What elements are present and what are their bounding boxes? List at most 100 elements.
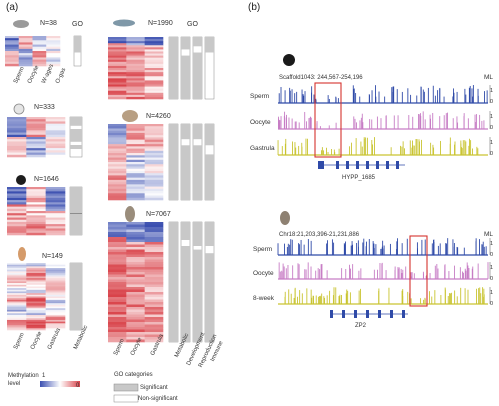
heatmap-human-cell xyxy=(126,252,145,255)
heatmap-urchin-cell xyxy=(45,213,66,216)
heatmap-coral-cell xyxy=(45,296,66,299)
heatmap-coral-cell xyxy=(7,318,27,321)
gene-model-top-exon xyxy=(356,161,359,169)
heatmap-coral-cell xyxy=(7,269,27,272)
heatmap-fly-cell xyxy=(46,36,61,39)
tick-top-0c: 0 xyxy=(490,151,494,157)
heatmap-oyster-cell xyxy=(144,139,164,143)
heatmap-oyster-cell xyxy=(108,186,127,190)
heatmap-oyster-cell xyxy=(108,153,127,156)
heatmap-oyster-cell xyxy=(108,195,127,199)
heatmap-oyster-cell xyxy=(126,184,145,187)
heatmap-fish-cell xyxy=(126,55,145,58)
heatmap-human-cell xyxy=(144,337,164,340)
heatmap-fly-cell xyxy=(32,55,47,58)
heatmap-coral-cell xyxy=(7,303,27,306)
heatmap-coral-cell xyxy=(45,299,66,302)
heatmap-urchin-cell xyxy=(7,195,27,199)
heatmap-oyster-cell xyxy=(108,137,127,140)
heatmap-fly-cell xyxy=(32,53,47,56)
heatmap-fish-cell xyxy=(126,82,145,85)
go-oyster-3-band xyxy=(193,124,202,140)
heatmap-bird-cell xyxy=(26,150,46,153)
heatmap-human-cell xyxy=(126,272,145,275)
go-coral-band xyxy=(70,263,82,330)
n-label-urchin: N=1646 xyxy=(34,176,59,183)
go-oyster-1-band xyxy=(169,124,178,200)
heatmap-fish-cell xyxy=(144,80,164,83)
heatmap-urchin-cell xyxy=(7,200,27,203)
heatmap-fly-cell xyxy=(46,40,61,43)
heatmap-bird-cell xyxy=(7,117,27,120)
heatmap-bird-cell xyxy=(45,148,66,151)
heatmap-urchin-cell xyxy=(7,187,27,190)
heatmap-oyster-cell xyxy=(126,124,145,127)
go-fish-3-band xyxy=(193,37,202,47)
legend-significant: Significant xyxy=(140,385,168,391)
heatmap-oyster-cell xyxy=(126,179,145,183)
heatmap-bird-cell xyxy=(26,123,46,127)
heatmap-coral-cell xyxy=(26,264,46,267)
heatmap-fly-cell xyxy=(32,51,47,54)
heatmap-fly-cell xyxy=(46,46,61,50)
heatmap-human-cell xyxy=(144,322,164,325)
heatmap-urchin-cell xyxy=(45,211,66,214)
heatmap-fly-cell xyxy=(46,61,61,65)
heatmap-fish-cell xyxy=(144,49,164,52)
heatmap-coral-cell xyxy=(45,276,66,279)
heatmap-fly-cell xyxy=(18,48,33,52)
heatmap-fish-cell xyxy=(144,65,164,69)
heatmap-human-cell xyxy=(126,317,145,320)
heatmap-urchin-cell xyxy=(45,200,66,203)
heatmap-urchin-cell xyxy=(26,230,46,234)
heatmap-human-cell xyxy=(108,332,127,335)
heatmap-coral-cell xyxy=(45,324,66,327)
heatmap-urchin-cell xyxy=(26,193,46,197)
heatmap-fly-cell xyxy=(46,59,61,63)
human-icon xyxy=(125,206,135,222)
heatmap-human-cell xyxy=(126,279,145,283)
go-header-left: GO xyxy=(72,21,83,28)
heatmap-fish-cell xyxy=(126,65,145,69)
heatmap-fish-cell xyxy=(126,53,145,56)
heatmap-oyster-cell xyxy=(144,166,164,170)
heatmap-oyster-cell xyxy=(108,139,127,143)
oyster-icon xyxy=(122,110,138,122)
heatmap-coral-cell xyxy=(7,281,27,284)
go-bird-band xyxy=(70,145,82,149)
heatmap-human-cell xyxy=(108,257,127,260)
heatmap-urchin-cell xyxy=(7,219,27,223)
heatmap-fly-cell xyxy=(46,55,61,58)
heatmap-bird-cell xyxy=(26,117,46,120)
heatmap-fly-cell xyxy=(32,57,47,60)
heatmap-fish-cell xyxy=(108,74,127,77)
heatmap-oyster-cell xyxy=(144,159,164,163)
heatmap-coral-cell xyxy=(7,279,27,282)
heatmap-coral-cell xyxy=(7,308,27,311)
heatmap-human-cell xyxy=(126,322,145,325)
heatmap-oyster-cell xyxy=(126,137,145,140)
heatmap-human-cell xyxy=(126,244,145,248)
heatmap-urchin-cell xyxy=(26,228,46,231)
heatmap-human-cell xyxy=(144,289,164,293)
heatmap-human-cell xyxy=(126,284,145,288)
heatmap-fish-cell xyxy=(126,68,145,71)
heatmap-coral-cell xyxy=(26,306,46,309)
heatmap-oyster-cell xyxy=(108,126,127,129)
heatmap-oyster-cell xyxy=(144,153,164,156)
gene-model-top-exon xyxy=(346,161,349,169)
heatmap-coral-cell xyxy=(7,289,27,292)
heatmap-fish-cell xyxy=(126,47,145,50)
heatmap-bird-cell xyxy=(26,125,46,129)
heatmap-human-cell xyxy=(126,262,145,265)
heatmap-human-cell xyxy=(144,232,164,235)
heatmap-fly-cell xyxy=(46,51,61,54)
fly-icon xyxy=(13,20,29,28)
n-label-fish: N=1990 xyxy=(148,20,173,27)
heatmap-urchin-cell xyxy=(26,232,46,236)
panel-a-label: (a) xyxy=(6,2,19,13)
heatmap-oyster-cell xyxy=(108,150,127,154)
heatmap-bird-cell xyxy=(7,119,27,122)
heatmap-coral-cell xyxy=(7,294,27,297)
heatmap-oyster-cell xyxy=(108,141,127,145)
